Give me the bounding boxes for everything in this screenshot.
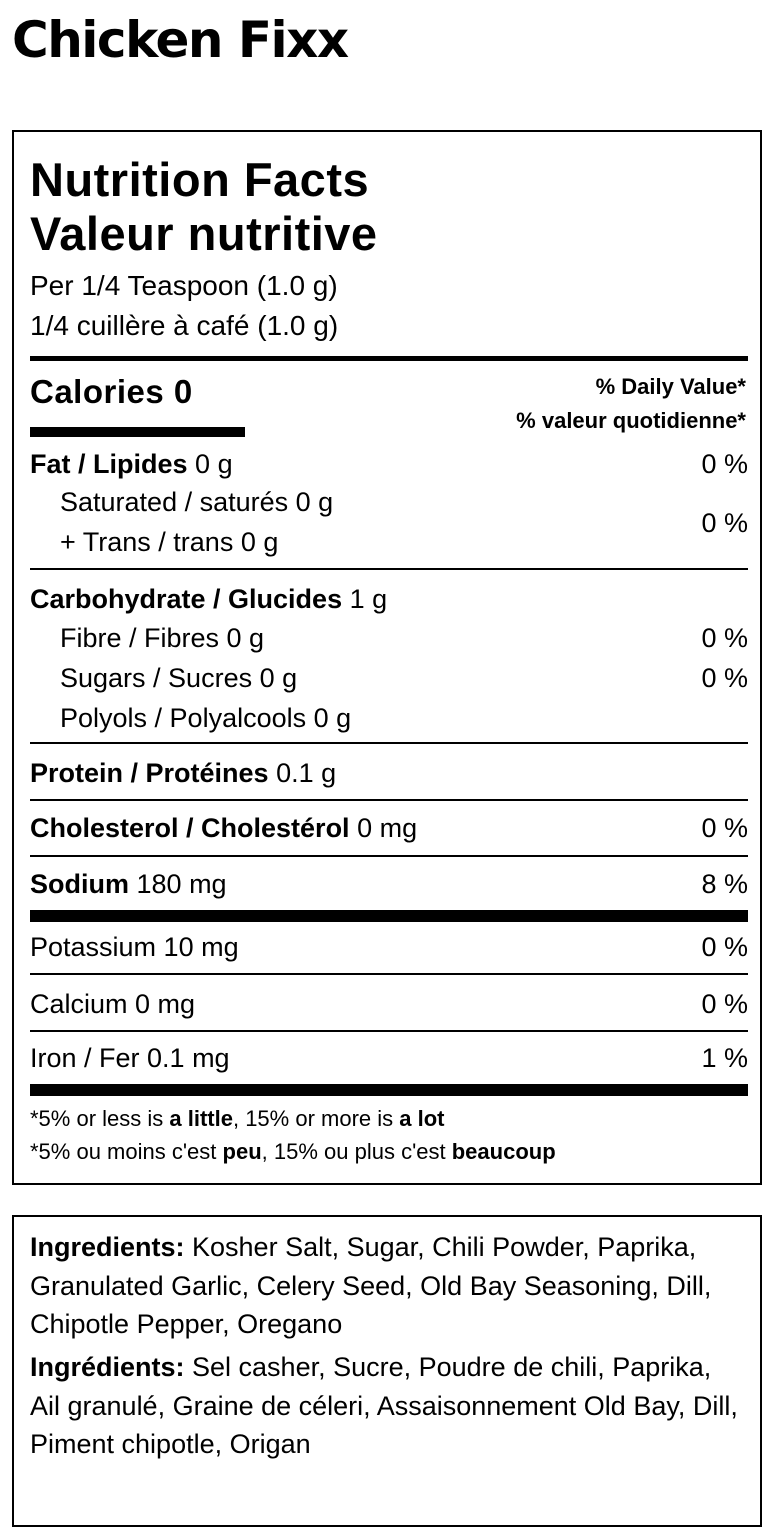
ingredients-en: Ingredients: Kosher Salt, Sugar, Chili P… — [30, 1228, 746, 1344]
row-iron: Iron / Fer 0.1 mg 1 % — [30, 1041, 748, 1075]
divider — [30, 799, 748, 801]
ingredients-fr-text: Sel casher, Sucre, Poudre de chili, Papr… — [30, 1352, 738, 1459]
potassium-label: Potassium 10 mg — [30, 932, 239, 962]
sat-trans-dv-value: 0 % — [701, 508, 748, 538]
fibre-label: Fibre / Fibres 0 g — [60, 623, 265, 653]
row-cholesterol: Cholesterol / Cholestérol 0 mg 0 % — [30, 811, 748, 845]
heading-en: Nutrition Facts — [30, 153, 370, 206]
footnote-fr-bold: peu — [222, 1139, 262, 1164]
sodium-dv: 8 % — [701, 869, 748, 899]
heading-fr: Valeur nutritive — [30, 207, 378, 260]
calories-bar — [30, 427, 245, 437]
thick-divider — [30, 356, 748, 361]
sugars-label: Sugars / Sucres 0 g — [60, 663, 298, 693]
divider — [30, 973, 748, 975]
protein-amount: 0.1 g — [276, 758, 337, 788]
row-calcium: Calcium 0 mg 0 % — [30, 987, 748, 1021]
row-fat: Fat / Lipides 0 g 0 % — [30, 447, 748, 481]
ingredients-en-text: Kosher Salt, Sugar, Chili Powder, Paprik… — [30, 1232, 712, 1339]
footnote-fr: *5% ou moins c'est peu, 15% ou plus c'es… — [30, 1136, 556, 1168]
divider — [30, 742, 748, 744]
calcium-label: Calcium 0 mg — [30, 989, 196, 1019]
footnote-en-text: *5% or less is — [30, 1106, 170, 1131]
thick-divider — [30, 1084, 748, 1096]
daily-value-header-fr: % valeur quotidienne* — [516, 408, 746, 433]
ingredients-fr-label: Ingrédients: — [30, 1352, 185, 1382]
footnote-en-bold: a lot — [399, 1106, 445, 1131]
trans-label: + Trans / trans 0 g — [60, 527, 279, 557]
carb-label: Carbohydrate / Glucides — [30, 584, 343, 614]
row-sugars: Sugars / Sucres 0 g 0 % — [30, 661, 748, 695]
sat-trans-dv: 0 % — [30, 506, 748, 540]
serving-size-fr: 1/4 cuillère à café (1.0 g) — [30, 310, 339, 341]
iron-dv: 1 % — [701, 1043, 748, 1073]
divider — [30, 568, 748, 570]
row-sodium: Sodium 180 mg 8 % — [30, 867, 748, 901]
sodium-label: Sodium — [30, 869, 129, 899]
row-protein: Protein / Protéines 0.1 g — [30, 756, 748, 790]
serving-size-en: Per 1/4 Teaspoon (1.0 g) — [30, 270, 338, 301]
row-carbohydrate: Carbohydrate / Glucides 1 g — [30, 582, 748, 616]
footnote-fr-text: , 15% ou plus c'est — [261, 1139, 452, 1164]
cholesterol-dv: 0 % — [701, 813, 748, 843]
protein-label: Protein / Protéines — [30, 758, 269, 788]
row-potassium: Potassium 10 mg 0 % — [30, 930, 748, 964]
cholesterol-label: Cholesterol / Cholestérol — [30, 813, 350, 843]
calories: Calories 0 — [30, 373, 193, 410]
footnote-en: *5% or less is a little, 15% or more is … — [30, 1103, 444, 1135]
fat-label: Fat / Lipides — [30, 449, 188, 479]
footnote-fr-bold: beaucoup — [451, 1139, 556, 1164]
iron-label: Iron / Fer 0.1 mg — [30, 1043, 230, 1073]
fat-amount: 0 g — [195, 449, 233, 479]
daily-value-header-en: % Daily Value* — [595, 374, 746, 399]
row-polyols: Polyols / Polyalcools 0 g — [30, 701, 748, 735]
ingredients-box: Ingredients: Kosher Salt, Sugar, Chili P… — [12, 1215, 762, 1527]
ingredients-fr: Ingrédients: Sel casher, Sucre, Poudre d… — [30, 1348, 746, 1464]
sugars-dv: 0 % — [701, 663, 748, 693]
fat-dv: 0 % — [701, 449, 748, 479]
nutrition-facts-table: Nutrition Facts Valeur nutritive Per 1/4… — [12, 130, 762, 1185]
divider — [30, 1030, 748, 1032]
footnote-fr-text: *5% ou moins c'est — [30, 1139, 223, 1164]
divider — [30, 855, 748, 857]
row-fibre: Fibre / Fibres 0 g 0 % — [30, 621, 748, 655]
calcium-dv: 0 % — [701, 989, 748, 1019]
cholesterol-amount: 0 mg — [357, 813, 418, 843]
saturated-label: Saturated / saturés 0 g — [60, 487, 334, 517]
footnote-en-bold: a little — [169, 1106, 233, 1131]
carb-amount: 1 g — [349, 584, 388, 614]
potassium-dv: 0 % — [701, 932, 748, 962]
footnote-en-text: , 15% or more is — [232, 1106, 400, 1131]
polyols-label: Polyols / Polyalcools 0 g — [60, 703, 352, 733]
ingredients-en-label: Ingredients: — [30, 1232, 185, 1262]
row-trans: + Trans / trans 0 g — [30, 525, 748, 559]
thick-divider — [30, 910, 748, 922]
fibre-dv: 0 % — [701, 623, 748, 653]
product-title: Chicken Fixx — [12, 11, 349, 69]
sodium-amount: 180 mg — [136, 869, 227, 899]
row-saturated: Saturated / saturés 0 g — [30, 485, 748, 519]
